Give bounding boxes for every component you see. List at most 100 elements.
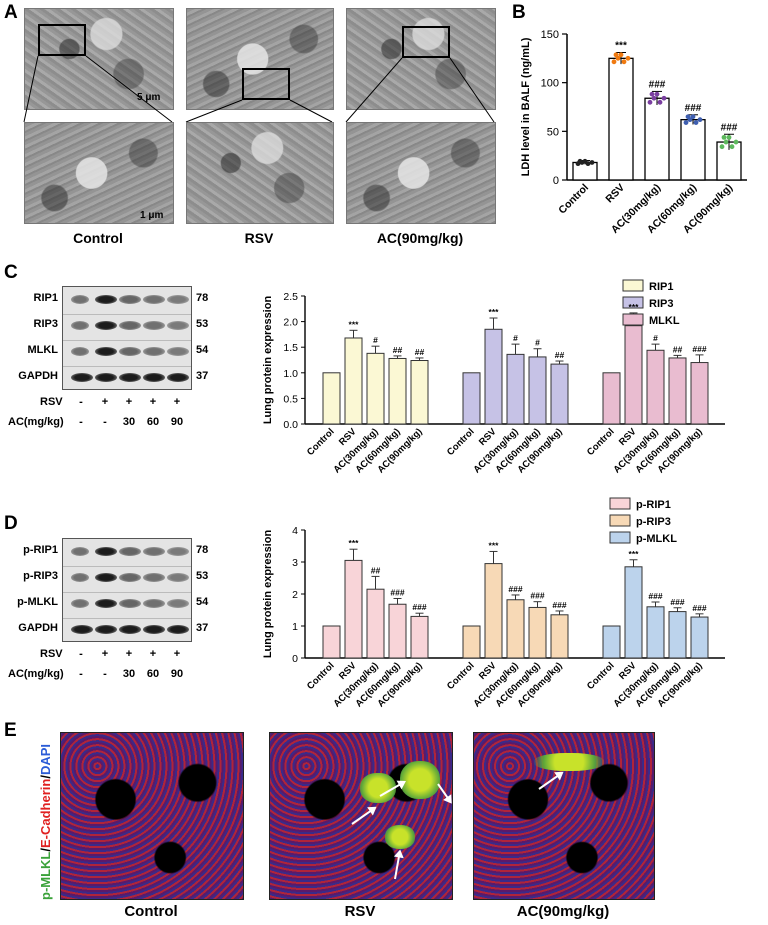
data-point	[625, 55, 631, 61]
x-tick-label: Control	[585, 426, 617, 458]
green-signal	[400, 761, 440, 799]
bar	[624, 325, 643, 425]
blot-band	[71, 599, 89, 608]
significance-label: ***	[629, 302, 640, 312]
blot-row-label: p-RIP3	[23, 570, 58, 582]
molecular-weight: 37	[196, 622, 209, 634]
bar	[366, 352, 385, 425]
blot-band	[95, 321, 117, 330]
bar	[344, 559, 363, 659]
bar	[322, 625, 341, 659]
bar	[388, 357, 407, 425]
blot-band	[71, 295, 89, 304]
data-point	[654, 91, 660, 97]
x-tick-label: RSV	[603, 182, 627, 206]
significance-label: ###	[412, 602, 426, 612]
bar	[550, 614, 569, 659]
panel-d-letter: D	[4, 513, 18, 534]
inset-zoom-lines	[23, 55, 495, 123]
panel-b-letter: B	[512, 2, 526, 23]
label-p-mlkl: p-MLKL	[38, 851, 53, 900]
significance-label: ###	[508, 584, 522, 594]
significance-label: #	[535, 338, 540, 348]
legend-label: MLKL	[649, 315, 680, 327]
em-rsv-low	[186, 8, 334, 110]
data-point	[589, 160, 595, 165]
bar	[644, 97, 670, 181]
em-control-high	[24, 122, 174, 224]
x-tick-label: Control	[556, 182, 591, 217]
y-tick-label: 0.5	[283, 393, 298, 405]
scale-bar-label-bottom: 1 μm	[140, 210, 164, 221]
panel-a-letter: A	[4, 2, 18, 23]
blot-band	[143, 599, 165, 608]
legend-label: RIP1	[649, 281, 673, 293]
significance-label: ##	[415, 347, 425, 357]
bar	[484, 563, 503, 659]
y-tick-label: 150	[541, 29, 559, 41]
bar	[462, 372, 481, 425]
bar	[366, 588, 385, 659]
panel-a-caption-ac: AC(90mg/kg)	[376, 230, 464, 246]
legend-label: RIP3	[649, 298, 673, 310]
legend-label: p-MLKL	[636, 533, 677, 545]
blot-band	[95, 573, 117, 582]
arrow-icon	[351, 807, 376, 825]
data-point	[647, 99, 653, 105]
rsv-row-label: RSV	[40, 648, 63, 660]
label-dapi: DAPI	[38, 743, 53, 776]
significance-label: ###	[692, 603, 706, 613]
blot-row-label: GAPDH	[18, 622, 58, 634]
data-point	[615, 55, 621, 61]
significance-label: ***	[629, 549, 640, 559]
blot-band	[167, 547, 189, 556]
y-axis-label: LDH level in BALF (ng/mL)	[520, 37, 532, 176]
significance-label: ***	[349, 319, 360, 329]
panel-a-caption-control: Control	[73, 230, 123, 246]
rsv-row-cell: +	[125, 648, 133, 660]
legend-label: p-RIP3	[636, 516, 671, 528]
rsv-row-cell: +	[173, 648, 181, 660]
blot-band	[167, 573, 189, 582]
data-point	[693, 120, 699, 125]
blot-band	[119, 599, 141, 608]
y-tick-label: 2.0	[283, 317, 298, 329]
blot-divider	[63, 366, 191, 367]
ac-row-label: AC(mg/kg)	[8, 668, 64, 680]
significance-label: ***	[489, 540, 500, 550]
bar	[462, 625, 481, 659]
data-point	[621, 59, 627, 65]
em-rsv-high	[186, 122, 334, 224]
significance-label: ##	[673, 344, 683, 354]
blot-band	[167, 625, 189, 634]
bar	[528, 356, 547, 425]
blot-divider	[63, 566, 191, 567]
molecular-weight: 37	[196, 370, 209, 382]
bar	[388, 603, 407, 659]
y-tick-label: 100	[541, 78, 559, 90]
blot-band	[167, 321, 189, 330]
bar	[624, 566, 643, 659]
blot-row-label: RIP1	[33, 292, 58, 304]
significance-label: ***	[349, 538, 360, 548]
data-point	[585, 161, 591, 167]
blot-band	[95, 347, 117, 356]
if-image-control	[60, 732, 244, 900]
arrow-icon	[437, 783, 452, 803]
panel-c-letter: C	[4, 262, 18, 283]
data-point	[729, 144, 735, 150]
if-image-rsv	[269, 732, 453, 900]
blot-band	[95, 547, 117, 556]
significance-label: ###	[721, 122, 738, 133]
data-point	[618, 52, 624, 58]
em-ac-high	[346, 122, 496, 224]
significance-label: #	[653, 333, 658, 343]
bar	[550, 363, 569, 425]
data-point	[577, 158, 583, 164]
arrow-icon	[394, 851, 401, 880]
blot-row-label: GAPDH	[18, 370, 58, 382]
y-tick-label: 4	[292, 525, 298, 537]
blot-divider	[63, 592, 191, 593]
inset-box-control	[38, 24, 86, 56]
x-tick-label: Control	[445, 660, 477, 692]
